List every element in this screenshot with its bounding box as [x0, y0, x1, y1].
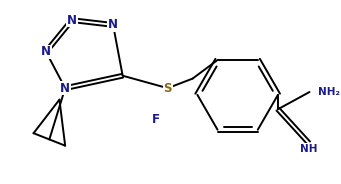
- Text: F: F: [152, 113, 160, 126]
- Text: N: N: [67, 14, 77, 27]
- Text: N: N: [41, 45, 51, 58]
- Text: S: S: [163, 82, 172, 95]
- Text: N: N: [60, 82, 70, 95]
- Text: N: N: [108, 18, 118, 31]
- Text: NH: NH: [300, 144, 317, 153]
- Text: NH₂: NH₂: [318, 87, 340, 97]
